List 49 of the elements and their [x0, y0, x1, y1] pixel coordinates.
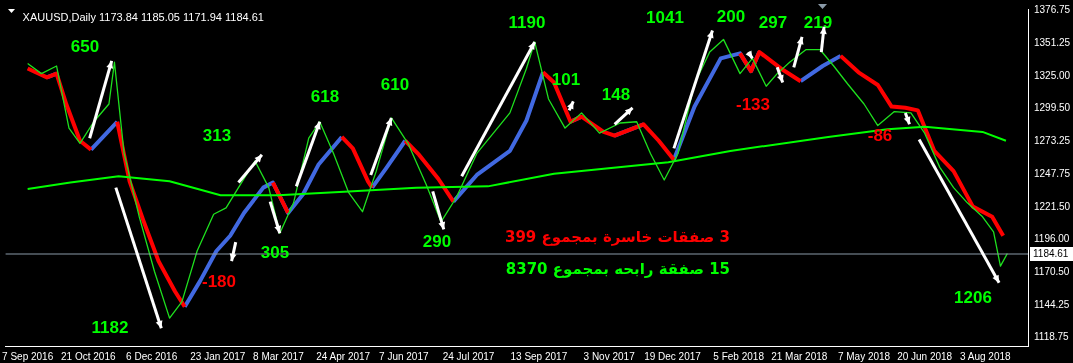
annotation: 313	[202, 125, 232, 145]
x-tick-label: 23 Jan 2017	[190, 350, 246, 362]
annotation: 3 صفقات خاسرة بمجموع 399	[504, 227, 730, 246]
x-tick-label: 7 May 2018	[837, 350, 891, 362]
y-tick-label: 1144.25	[1034, 298, 1070, 310]
x-tick-label: 7 Jun 2017	[379, 350, 429, 362]
y-tick-label: 1118.75	[1034, 331, 1070, 343]
annotation: 610	[380, 74, 410, 94]
annotation: 618	[310, 86, 340, 106]
annotation: 650	[70, 36, 100, 56]
annotation: -133	[735, 94, 771, 114]
x-tick-label: 24 Apr 2017	[316, 350, 371, 362]
y-tick-label: 1196.00	[1034, 233, 1070, 245]
x-tick-label: 8 Mar 2017	[253, 350, 305, 362]
annotation: 15 صفقة رابحه بمجموع 8370	[505, 259, 730, 278]
x-tick-label: 7 Sep 2016	[2, 350, 54, 362]
x-tick-label: 21 Mar 2018	[771, 350, 828, 362]
y-tick-label: 1221.50	[1034, 201, 1071, 213]
annotation: 1206	[954, 287, 992, 307]
x-tick-label: 5 Feb 2018	[713, 350, 765, 362]
x-tick-label: 3 Aug 2018	[959, 350, 1012, 362]
annotation: 219	[803, 12, 833, 32]
x-tick-label: 6 Dec 2016	[126, 350, 178, 362]
y-tick-label: 1376.75	[1034, 4, 1071, 16]
y-tick-label: 1299.50	[1034, 102, 1071, 114]
x-tick-label: 20 Jun 2018	[897, 350, 953, 362]
annotation: 1182	[91, 317, 129, 337]
annotation: -86	[867, 125, 893, 145]
x-tick-label: 21 Oct 2016	[61, 350, 116, 362]
ref-line-label: 1184.61	[1033, 247, 1069, 259]
x-tick-label: 24 Jul 2017	[442, 350, 495, 362]
y-tick-label: 1351.25	[1034, 36, 1071, 48]
y-tick-label: 1273.25	[1034, 135, 1071, 147]
annotation: 290	[422, 231, 452, 251]
annotation: -180	[201, 271, 237, 291]
annotation: 101	[551, 69, 581, 89]
x-tick-label: 19 Dec 2017	[644, 350, 702, 362]
x-tick-label: 3 Nov 2017	[583, 350, 636, 362]
y-tick-label: 1170.50	[1034, 265, 1070, 277]
annotation: 1041	[646, 7, 684, 27]
annotation: 148	[601, 84, 631, 104]
y-tick-label: 1247.75	[1034, 167, 1071, 179]
annotation: 305	[260, 242, 290, 262]
chart-title: XAUUSD,Daily 1173.84 1185.05 1171.94 1184.61	[22, 11, 264, 24]
x-tick-label: 13 Sep 2017	[510, 350, 568, 362]
y-tick-label: 1325.00	[1034, 69, 1071, 81]
annotation: 200	[716, 6, 746, 26]
annotation: 1190	[508, 12, 546, 32]
annotation: 297	[758, 12, 788, 32]
